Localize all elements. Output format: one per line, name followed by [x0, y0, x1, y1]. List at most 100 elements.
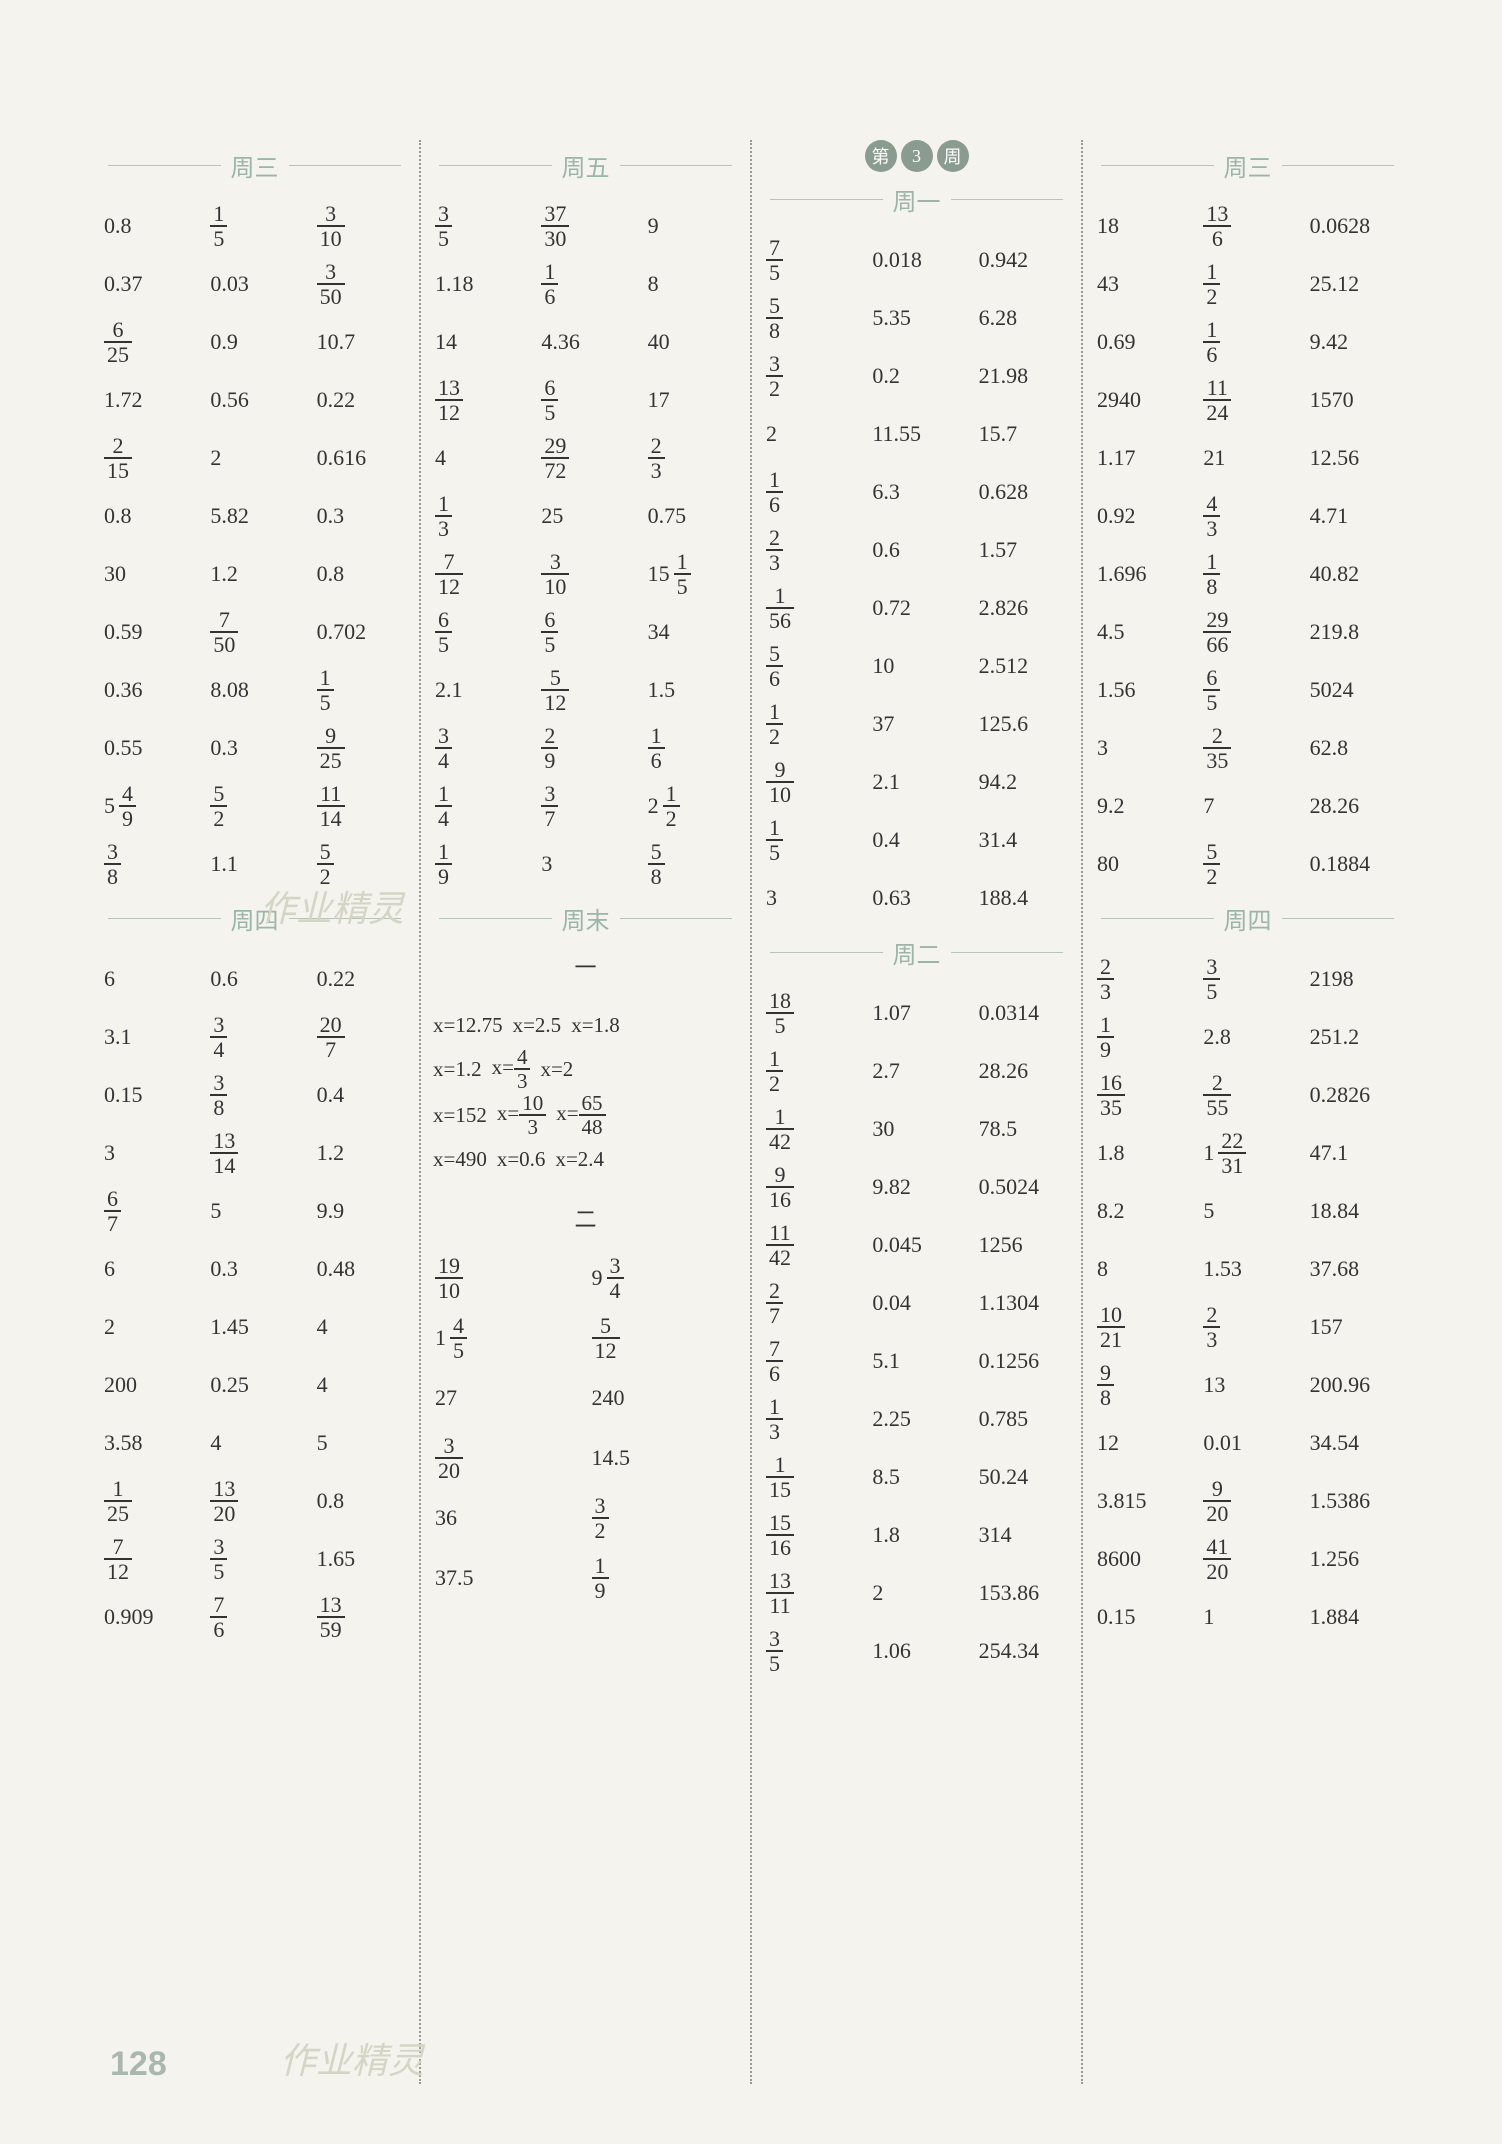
- answer-cell: 1.06: [866, 1622, 966, 1680]
- answer-cell: 65: [1197, 661, 1297, 719]
- answer-cell: 910: [760, 753, 860, 811]
- answer-cell: 5: [204, 1182, 304, 1240]
- answer-cell: 8.08: [204, 661, 304, 719]
- answer-cell: 75: [760, 231, 860, 289]
- answer-cell: 0.0314: [973, 984, 1073, 1042]
- answer-cell: 38: [204, 1066, 304, 1124]
- answer-cell: 19: [429, 835, 529, 893]
- answer-cell: 0.48: [311, 1240, 411, 1298]
- answer-cell: 43: [1197, 487, 1297, 545]
- answer-cell: 62.8: [1304, 719, 1404, 777]
- answer-cell: 0.25: [204, 1356, 304, 1414]
- answer-cell: 1142: [760, 1216, 860, 1274]
- answer-cell: 36: [429, 1488, 586, 1548]
- answer-cell: 15: [760, 811, 860, 869]
- answer-cell: 2940: [1091, 371, 1191, 429]
- answer-cell: 1910: [429, 1248, 586, 1308]
- answer-cell: 29: [535, 719, 635, 777]
- answer-cell: 188.4: [973, 869, 1073, 927]
- answer-cell: 3: [535, 835, 635, 893]
- section-header: 周一: [760, 182, 1073, 217]
- answer-cell: 52: [1197, 835, 1297, 893]
- answer-cell: 76: [204, 1588, 304, 1646]
- answer-cell: 19: [586, 1548, 743, 1608]
- answer-cell: 80: [1091, 835, 1191, 893]
- answer-cell: 30: [866, 1100, 966, 1158]
- answer-cell: 56: [760, 637, 860, 695]
- answer-cell: 0.702: [311, 603, 411, 661]
- answer-cell: 23: [1197, 1298, 1297, 1356]
- answer-cell: 4120: [1197, 1530, 1297, 1588]
- sub-header: 一: [429, 950, 742, 982]
- answer-cell: 1314: [204, 1124, 304, 1182]
- section-header: 周四: [1091, 901, 1404, 936]
- answer-cell: 12: [760, 1042, 860, 1100]
- answer-cell: 35: [204, 1530, 304, 1588]
- answer-cell: 21: [1197, 429, 1297, 487]
- answer-cell: 34: [204, 1008, 304, 1066]
- answer-cell: 16: [535, 255, 635, 313]
- answer-cell: 9: [642, 197, 742, 255]
- answer-cell: 32: [586, 1488, 743, 1548]
- answer-cell: 1312: [429, 371, 529, 429]
- answer-cell: 0.942: [973, 231, 1073, 289]
- answer-grid: 60.60.223.1342070.15380.4313141.26759.96…: [98, 950, 411, 1646]
- column-0: 周三0.8153100.370.033506250.910.71.720.560…: [90, 140, 421, 2084]
- answer-cell: 350: [311, 255, 411, 313]
- answer-cell: 34.54: [1304, 1414, 1404, 1472]
- answer-cell: 1359: [311, 1588, 411, 1646]
- answer-cell: 0.72: [866, 579, 966, 637]
- answer-cell: 0.22: [311, 371, 411, 429]
- answer-cell: 0.04: [866, 1274, 966, 1332]
- answer-cell: 251.2: [1304, 1008, 1404, 1066]
- answer-cell: 212: [642, 777, 742, 835]
- answer-cell: 7: [1197, 777, 1297, 835]
- answer-cell: 18: [1091, 197, 1191, 255]
- answer-cell: 185: [760, 984, 860, 1042]
- column-1: 周五35373091.18168144.36401312651742972231…: [421, 140, 752, 2084]
- answer-cell: 512: [535, 661, 635, 719]
- answer-cell: 8.5: [866, 1448, 966, 1506]
- answer-cell: 14.5: [586, 1428, 743, 1488]
- answer-cell: 15.7: [973, 405, 1073, 463]
- answer-cell: 712: [98, 1530, 198, 1588]
- answer-cell: 0.36: [98, 661, 198, 719]
- answer-cell: 2.7: [866, 1042, 966, 1100]
- answer-cell: 2.826: [973, 579, 1073, 637]
- answer-cell: 34: [429, 719, 529, 777]
- answer-cell: 58: [760, 289, 860, 347]
- answer-cell: 136: [1197, 197, 1297, 255]
- answer-cell: 1.57: [973, 521, 1073, 579]
- answer-cell: 16: [642, 719, 742, 777]
- answer-cell: 15: [204, 197, 304, 255]
- answer-cell: 6.28: [973, 289, 1073, 347]
- answer-cell: 3.58: [98, 1414, 198, 1472]
- answer-cell: 0.8: [311, 545, 411, 603]
- answer-cell: 2.512: [973, 637, 1073, 695]
- answer-cell: 153.86: [973, 1564, 1073, 1622]
- answer-cell: 13: [429, 487, 529, 545]
- answer-cell: 2198: [1304, 950, 1404, 1008]
- answer-cell: 1.2: [204, 545, 304, 603]
- answer-cell: 0.4: [866, 811, 966, 869]
- answer-cell: 0.018: [866, 231, 966, 289]
- section-header: 周三: [1091, 148, 1404, 183]
- answer-cell: 13: [760, 1390, 860, 1448]
- answer-cell: 98: [1091, 1356, 1191, 1414]
- answer-cell: 2.25: [866, 1390, 966, 1448]
- answer-cell: 2: [98, 1298, 198, 1356]
- answer-cell: 0.9: [204, 313, 304, 371]
- answer-cell: 5: [1197, 1182, 1297, 1240]
- answer-cell: 12: [760, 695, 860, 753]
- answer-cell: 35: [1197, 950, 1297, 1008]
- section-header: 周二: [760, 935, 1073, 970]
- answer-cell: 6.3: [866, 463, 966, 521]
- answer-cell: 13: [1197, 1356, 1297, 1414]
- answer-cell: 0.69: [1091, 313, 1191, 371]
- answer-cell: 4: [311, 1356, 411, 1414]
- equations-block: x=12.75x=2.5x=1.8x=1.2x=43x=2x=152x=103x…: [429, 996, 742, 1188]
- answer-cell: 0.8: [98, 487, 198, 545]
- answer-cell: 10: [866, 637, 966, 695]
- answer-cell: 207: [311, 1008, 411, 1066]
- answer-cell: 67: [98, 1182, 198, 1240]
